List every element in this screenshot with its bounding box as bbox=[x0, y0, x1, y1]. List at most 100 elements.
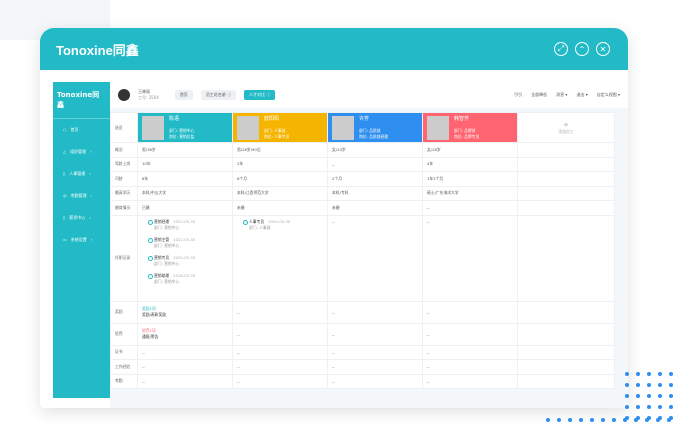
add-employee-button[interactable]: + 添加员工 bbox=[517, 112, 615, 143]
chevron-right-icon: › bbox=[90, 149, 92, 154]
sidebar-item[interactable]: △ 组织管理 › bbox=[53, 141, 110, 163]
history-item: 营销经理 2023-05-30 部门: 营销中心 bbox=[142, 216, 228, 234]
avatar[interactable] bbox=[118, 89, 130, 101]
tab[interactable]: 员工花名册 ⓘ bbox=[200, 90, 237, 100]
history-title: 人事专员 bbox=[249, 218, 265, 224]
sidebar-item[interactable]: ▭ 系统设置 › bbox=[53, 229, 110, 251]
row-label: 驾龄上岗 bbox=[110, 156, 138, 172]
org-icon: △ bbox=[63, 149, 67, 154]
history-date: 2020-03-30 bbox=[173, 254, 196, 260]
cell: 2年 bbox=[232, 156, 328, 172]
wallet-icon: ▯ bbox=[63, 215, 66, 220]
person-name: 许芳 bbox=[359, 116, 370, 122]
cell: 女/28岁 bbox=[422, 142, 518, 158]
home-icon: ○ bbox=[63, 127, 67, 132]
history-title: 营销主管 bbox=[154, 236, 170, 242]
person-post: 岗位: 营销总监 bbox=[169, 134, 195, 139]
toolbar-menu-item[interactable]: 消息 ▾ bbox=[556, 92, 568, 97]
row-label: 最高学历 bbox=[110, 185, 138, 201]
sidebar-item[interactable]: ▯ 人事管理 › bbox=[53, 163, 110, 185]
person-dept: 部门: 品质部 bbox=[359, 128, 381, 133]
row-label: 工作经验 bbox=[110, 359, 138, 375]
cell: 本科/中山大学 bbox=[137, 185, 233, 201]
window-header: Tonoxine同鑫 ⤢ ⌃ ✕ bbox=[40, 28, 628, 70]
cell: 本科/江西师范大学 bbox=[232, 185, 328, 201]
person-dept: 部门: 品牌部 bbox=[454, 128, 476, 133]
empty-value: -- bbox=[232, 322, 328, 346]
history-dept: 部门: 人事部 bbox=[249, 224, 271, 230]
history-dept: 部门: 营销中心 bbox=[154, 224, 180, 230]
sidebar-item[interactable]: ◎ 考勤管理 › bbox=[53, 185, 110, 207]
settings-icon: ▭ bbox=[63, 237, 67, 242]
cell: 4年 bbox=[422, 156, 518, 172]
person-icon: ▯ bbox=[63, 171, 66, 176]
sidebar: Tonoxine同鑫 ○ 首页 △ 组织管理 › ▯ 人事管理 › ◎ 考勤管理 › ▯ 薪资中心 › ▭ 系… bbox=[53, 82, 110, 398]
empty-value: -- bbox=[427, 218, 430, 224]
expand-icon[interactable]: ⤢ bbox=[554, 42, 568, 56]
row-label: 选员 bbox=[110, 112, 138, 143]
reward-text: 奖励/表彰奖励 bbox=[142, 312, 167, 317]
tab[interactable]: 首页 bbox=[174, 90, 193, 100]
person-dept: 部门: 人事部 bbox=[264, 128, 286, 133]
toolbar-menu-item[interactable]: 退出 ▾ bbox=[576, 92, 588, 97]
cell: 8年 bbox=[137, 171, 233, 187]
tab[interactable]: 人才对比 ⓘ bbox=[244, 90, 276, 100]
sidebar-item[interactable]: ▯ 薪资中心 › bbox=[53, 207, 110, 229]
penalty-text: 通报/警告 bbox=[142, 334, 159, 339]
empty-value: -- bbox=[422, 373, 518, 389]
penalty-row: 惩罚 惩罚1项 通报/警告 -- -- -- bbox=[110, 322, 615, 346]
collapse-icon[interactable]: ⌃ bbox=[575, 42, 589, 56]
person-card[interactable]: 许芳 部门: 品质部 岗位: 品质部经理 bbox=[328, 113, 422, 142]
people-row: 选员 陈语 部门: 营销中心 岗位: 营销总监 欧阳阳 部门: 人事部 岗位: 人事专员 许芳… bbox=[110, 112, 615, 143]
cell: 2个月 bbox=[327, 171, 423, 187]
person-name: 韩智芳 bbox=[454, 116, 470, 122]
empty-value: -- bbox=[327, 344, 423, 360]
empty-value: -- bbox=[332, 218, 335, 224]
empty-value: -- bbox=[137, 344, 233, 360]
sidebar-item[interactable]: ○ 首页 bbox=[53, 119, 110, 141]
person-photo bbox=[237, 115, 259, 140]
brand-logo: Tonoxine同鑫 bbox=[56, 42, 139, 58]
history-dept: 部门: 营销中心 bbox=[154, 242, 180, 248]
person-name: 欧阳阳 bbox=[264, 116, 280, 122]
empty-value: -- bbox=[327, 300, 423, 324]
sidebar-logo: Tonoxine同鑫 bbox=[53, 82, 110, 119]
person-card[interactable]: 欧阳阳 部门: 人事部 岗位: 人事专员 bbox=[233, 113, 327, 142]
row-label: 概况 bbox=[110, 142, 138, 158]
reward-tag: 奖励1项 bbox=[142, 306, 156, 311]
history-date: 2022-03-30 bbox=[173, 236, 196, 242]
decor-dots bbox=[625, 372, 675, 420]
person-card[interactable]: 韩智芳 部门: 品牌部 岗位: 品牌专员 bbox=[423, 113, 517, 142]
decor-dots bbox=[546, 418, 675, 422]
empty-value: -- bbox=[422, 359, 518, 375]
table-row: 考勤 -- -- -- -- bbox=[110, 373, 615, 389]
table-row: 工作经验 -- -- -- -- bbox=[110, 359, 615, 375]
empty-value: -- bbox=[232, 359, 328, 375]
history-row: 任职记录 营销经理 2023-05-30 部门: 营销中心 营销主管 2022-03-30… bbox=[110, 214, 615, 302]
sidebar-item-label: 系统设置 bbox=[70, 237, 87, 242]
clock-icon: ◎ bbox=[63, 193, 67, 198]
toolbar-menu-item[interactable]: 全部降低 bbox=[531, 92, 548, 97]
empty-value: -- bbox=[232, 300, 328, 324]
add-label: 添加员工 bbox=[558, 128, 574, 134]
history-title: 营销经理 bbox=[154, 218, 170, 224]
cell: 未婚 bbox=[232, 200, 328, 216]
table-row: 最高学历 本科/中山大学 本科/江西师范大学 本科/专科 硕士/广东海洋大学 bbox=[110, 185, 615, 201]
history-item: 营销主管 2022-03-30 部门: 营销中心 bbox=[142, 234, 228, 252]
history-item: 人事专员 2020-05-30 部门: 人事部 bbox=[237, 216, 323, 234]
row-label: 司龄 bbox=[110, 171, 138, 187]
person-photo bbox=[332, 115, 354, 140]
cell: 男/36岁 bbox=[137, 142, 233, 158]
history-date: 2020-05-30 bbox=[268, 218, 291, 224]
empty-value: -- bbox=[422, 344, 518, 360]
empty-value: -- bbox=[232, 373, 328, 389]
main-content: 王晓丽 工号: 3564 首页 员工花名册 ⓘ 人才对比 ⓘ 引引 全部降低 消息 ▾ 退出… bbox=[110, 82, 628, 408]
row-label: 考勤 bbox=[110, 373, 138, 389]
person-card[interactable]: 陈语 部门: 营销中心 岗位: 营销总监 bbox=[138, 113, 232, 142]
toolbar-menu-item[interactable]: 引引 bbox=[514, 92, 523, 97]
toolbar-menu-item[interactable]: 自定义视图 ▾ bbox=[596, 92, 620, 97]
empty-value: -- bbox=[232, 344, 328, 360]
empty-value: -- bbox=[422, 322, 518, 346]
sidebar-item-label: 组织管理 bbox=[70, 149, 87, 154]
close-icon[interactable]: ✕ bbox=[596, 42, 610, 56]
